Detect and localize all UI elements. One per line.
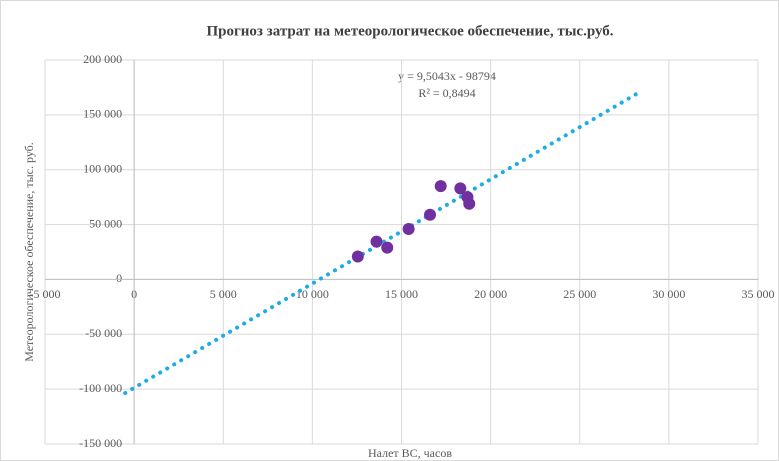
trendline-r2: R² = 0,8494 — [418, 86, 475, 100]
x-tick-label: 35 000 — [742, 287, 775, 301]
y-tick-label: -50 000 — [85, 326, 122, 340]
y-tick-label: -100 000 — [79, 381, 122, 395]
x-tick-label: -5 000 — [30, 287, 61, 301]
y-tick-label: 0 — [116, 271, 122, 285]
x-tick-label: 20 000 — [474, 287, 507, 301]
x-axis-title: Налет ВС, часов — [368, 446, 452, 460]
y-tick-label: 50 000 — [89, 216, 122, 230]
data-point — [351, 250, 364, 263]
data-point — [370, 235, 383, 248]
y-axis-title: Метеорологическое обеспечение, тыс. руб. — [22, 142, 36, 362]
y-tick-label: 100 000 — [83, 161, 122, 175]
data-point — [434, 180, 447, 193]
x-tick-label: 15 000 — [385, 287, 418, 301]
chart-title: Прогноз затрат на метеорологическое обес… — [206, 23, 613, 39]
y-tick-label: 200 000 — [83, 52, 122, 66]
data-point — [454, 182, 467, 195]
x-tick-label: 30 000 — [652, 287, 685, 301]
trendline — [123, 88, 645, 396]
y-tick-label: 150 000 — [83, 107, 122, 121]
x-tick-label: 25 000 — [563, 287, 596, 301]
trendline-equation: y = 9,5043x - 98794 — [398, 69, 496, 83]
x-tick-label: 10 000 — [296, 287, 329, 301]
data-point — [463, 197, 476, 210]
x-tick-label: 5 000 — [210, 287, 237, 301]
data-point — [402, 222, 415, 235]
data-point — [381, 241, 394, 254]
y-tick-label: -150 000 — [79, 436, 122, 450]
data-point — [424, 208, 437, 221]
